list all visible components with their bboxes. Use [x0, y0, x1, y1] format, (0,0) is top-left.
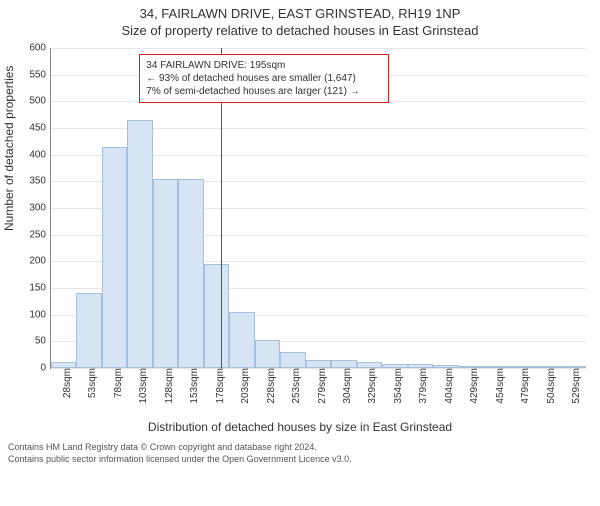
y-tick-label: 50 [35, 336, 51, 347]
y-tick-label: 450 [29, 123, 51, 134]
x-axis-label: Distribution of detached houses by size … [0, 420, 600, 434]
x-tick-label: 529sqm [571, 368, 582, 404]
y-tick-label: 350 [29, 176, 51, 187]
x-tick-label: 178sqm [215, 368, 226, 404]
x-tick-label: 329sqm [367, 368, 378, 404]
histogram-bar [229, 312, 254, 368]
x-tick-label: 279sqm [317, 368, 328, 404]
y-tick-label: 400 [29, 149, 51, 160]
x-tick-label: 153sqm [189, 368, 200, 404]
footer-attribution: Contains HM Land Registry data © Crown c… [0, 438, 600, 465]
x-tick-label: 454sqm [495, 368, 506, 404]
y-tick-label: 100 [29, 309, 51, 320]
title-sub: Size of property relative to detached ho… [0, 23, 600, 38]
histogram-bar [306, 360, 331, 368]
x-tick-label: 429sqm [469, 368, 480, 404]
plot-region: 05010015020025030035040045050055060028sq… [50, 48, 586, 369]
x-tick-label: 504sqm [546, 368, 557, 404]
gridline [51, 48, 586, 49]
y-tick-label: 200 [29, 256, 51, 267]
histogram-bar [255, 340, 280, 368]
histogram-bar [204, 264, 229, 368]
x-tick-label: 253sqm [291, 368, 302, 404]
y-tick-label: 600 [29, 43, 51, 54]
histogram-bar [280, 352, 305, 368]
histogram-bar [153, 179, 178, 368]
x-tick-label: 404sqm [444, 368, 455, 404]
x-tick-label: 128sqm [164, 368, 175, 404]
x-tick-label: 479sqm [520, 368, 531, 404]
y-tick-label: 0 [40, 363, 51, 374]
y-axis-label: Number of detached properties [2, 66, 16, 231]
x-tick-label: 203sqm [240, 368, 251, 404]
y-tick-label: 150 [29, 283, 51, 294]
chart-area: Number of detached properties 0501001502… [0, 38, 600, 438]
x-tick-label: 53sqm [87, 368, 98, 398]
x-tick-label: 28sqm [62, 368, 73, 398]
annotation-line: 34 FAIRLAWN DRIVE: 195sqm [146, 59, 382, 72]
histogram-bar [76, 293, 101, 368]
histogram-bar [178, 179, 203, 368]
annotation-box: 34 FAIRLAWN DRIVE: 195sqm← 93% of detach… [139, 54, 389, 103]
annotation-line: ← 93% of detached houses are smaller (1,… [146, 72, 382, 85]
x-tick-label: 304sqm [342, 368, 353, 404]
y-tick-label: 550 [29, 69, 51, 80]
x-tick-label: 379sqm [418, 368, 429, 404]
histogram-bar [331, 360, 356, 368]
histogram-bar [127, 120, 152, 368]
footer-line-2: Contains public sector information licen… [8, 454, 592, 466]
footer-line-1: Contains HM Land Registry data © Crown c… [8, 442, 592, 454]
annotation-line: 7% of semi-detached houses are larger (1… [146, 85, 382, 98]
x-tick-label: 228sqm [266, 368, 277, 404]
x-tick-label: 354sqm [393, 368, 404, 404]
y-tick-label: 300 [29, 203, 51, 214]
x-tick-label: 78sqm [113, 368, 124, 398]
title-main: 34, FAIRLAWN DRIVE, EAST GRINSTEAD, RH19… [0, 6, 600, 21]
x-tick-label: 103sqm [138, 368, 149, 404]
y-tick-label: 250 [29, 229, 51, 240]
y-tick-label: 500 [29, 96, 51, 107]
histogram-bar [102, 147, 127, 368]
